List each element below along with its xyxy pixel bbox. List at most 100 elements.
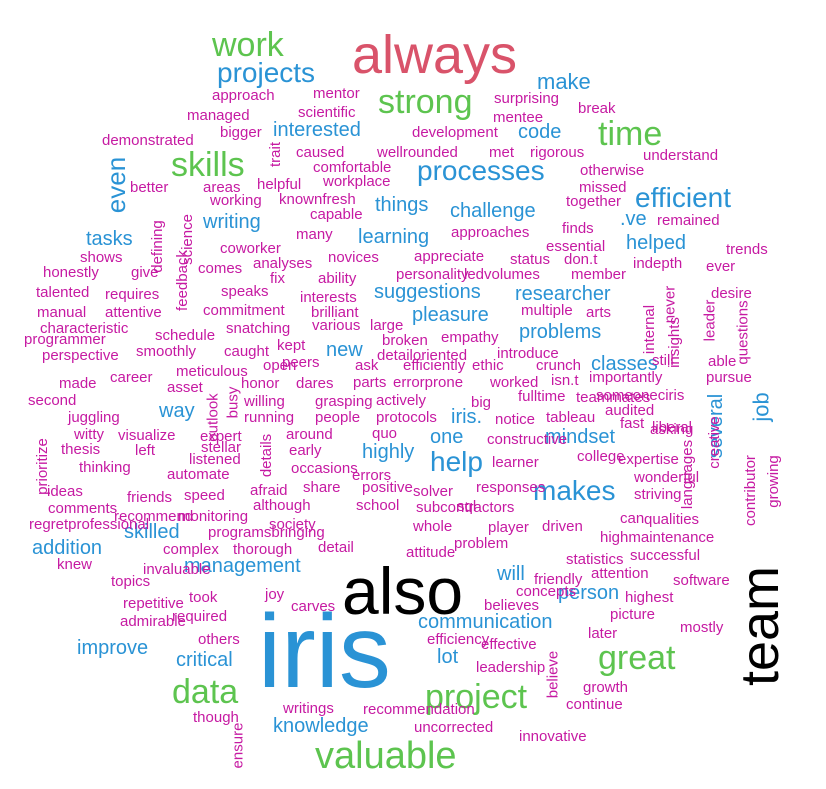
word-witty: witty <box>74 426 104 443</box>
word-pleasure: pleasure <box>412 304 489 326</box>
word-appreciate: appreciate <box>414 248 485 265</box>
word-demonstrated: demonstrated <box>102 132 194 149</box>
word-broken: broken <box>382 332 428 349</box>
word-understand: understand <box>643 147 719 164</box>
word-ve: .ve <box>620 208 647 230</box>
word-help: help <box>430 446 483 477</box>
word-highest: highest <box>625 589 674 606</box>
word-rigorous: rigorous <box>530 144 585 161</box>
word-positive: positive <box>362 479 413 496</box>
word-errorprone: errorprone <box>393 374 464 391</box>
word-early: early <box>289 442 322 459</box>
word-wonderful: wonderful <box>634 469 700 486</box>
word-various: various <box>312 317 361 334</box>
word-highmaintenance: highmaintenance <box>600 529 715 546</box>
word-details: details <box>258 433 276 478</box>
word-wellrounded: wellrounded <box>377 144 458 161</box>
word-contributor: contributor <box>741 455 759 526</box>
word-break: break <box>578 100 616 117</box>
word-pursue: pursue <box>706 369 752 386</box>
word-although: although <box>253 497 311 514</box>
word-share: share <box>303 479 341 496</box>
word-mentee: mentee <box>493 109 544 126</box>
word-feedback: feedback <box>173 250 191 311</box>
word-mostly: mostly <box>680 619 724 636</box>
word-innovative: innovative <box>519 728 587 745</box>
word-scientific: scientific <box>298 104 356 121</box>
word-society: society <box>269 516 316 533</box>
word-problems: problems <box>519 321 602 343</box>
word-working: working <box>210 192 262 209</box>
word-open: open <box>263 357 297 374</box>
word-data: data <box>172 673 239 711</box>
word-carves: carves <box>291 598 336 615</box>
word-growth: growth <box>583 679 629 696</box>
word-big: big <box>471 394 492 411</box>
word-ledvolumes: ledvolumes <box>464 266 540 283</box>
word-indepth: indepth <box>633 255 683 272</box>
word-arts: arts <box>586 304 612 321</box>
word-comes: comes <box>198 260 243 277</box>
word-teammates: teammates <box>576 389 651 406</box>
word-asset: asset <box>167 379 203 396</box>
word-listened: listened <box>189 451 241 468</box>
word-audited: audited <box>605 402 655 419</box>
word-joy: joy <box>265 586 285 603</box>
word-areas: areas <box>203 179 241 196</box>
word-smoothly: smoothly <box>136 343 197 360</box>
word-willing: willing <box>244 393 285 410</box>
word-complex: complex <box>163 541 219 558</box>
word-people: people <box>315 409 361 426</box>
word-helped: helped <box>626 232 687 254</box>
word-large: large <box>370 317 404 334</box>
word-trait: trait <box>267 141 285 168</box>
word-detailoriented: detailoriented <box>377 347 468 364</box>
word-management: management <box>184 555 301 577</box>
word-skilled: skilled <box>124 521 180 543</box>
word-speed: speed <box>184 487 225 504</box>
word-continue: continue <box>566 696 623 713</box>
word-new: new <box>326 339 363 361</box>
word-software: software <box>673 572 730 589</box>
word-honor: honor <box>241 375 280 392</box>
word-career: career <box>110 369 153 386</box>
word-addition: addition <box>32 537 103 559</box>
word-strong: strong <box>378 83 473 121</box>
word-solver: solver <box>413 483 454 500</box>
word-believes: believes <box>484 597 540 614</box>
word-programmer: programmer <box>24 331 106 348</box>
word-fast: fast <box>620 415 645 432</box>
word-ask: ask <box>355 357 379 374</box>
word-don-t: don.t <box>564 251 598 268</box>
word-tableau: tableau <box>546 409 596 426</box>
word-communication: communication <box>418 611 553 633</box>
word-efficient: efficient <box>635 182 731 213</box>
word-college: college <box>577 448 625 465</box>
word-worked: worked <box>490 374 539 391</box>
word-took: took <box>189 589 218 606</box>
word-projects: projects <box>217 57 316 88</box>
word-give: give <box>131 264 159 281</box>
word-effective: effective <box>481 636 537 653</box>
word-attentive: attentive <box>105 304 162 321</box>
word-crunch: crunch <box>536 357 582 374</box>
word-iris: iris <box>258 594 391 710</box>
word-tasks: tasks <box>86 228 133 250</box>
word-ideas: ideas <box>47 483 83 500</box>
word-classes: classes <box>591 353 658 375</box>
word-asking: asking <box>650 421 694 438</box>
word-empathy: empathy <box>441 329 499 346</box>
word-talented: talented <box>36 284 90 301</box>
word-leadership: leadership <box>476 659 546 676</box>
word-even: even <box>101 156 132 214</box>
word-project: project <box>425 678 528 716</box>
word-one: one <box>430 426 464 448</box>
word-always: always <box>352 25 518 85</box>
word-suggestions: suggestions <box>374 281 481 303</box>
word-grasping: grasping <box>315 393 373 410</box>
word-better: better <box>130 179 169 196</box>
word-together: together <box>566 193 622 210</box>
word-uncorrected: uncorrected <box>414 719 494 736</box>
word-still: still <box>652 352 674 369</box>
